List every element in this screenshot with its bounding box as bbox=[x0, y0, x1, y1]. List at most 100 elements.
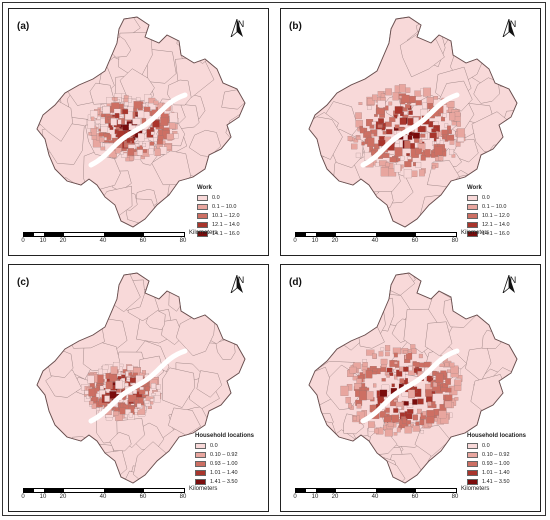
district-cell bbox=[151, 383, 157, 389]
legend-title: Work bbox=[467, 185, 482, 191]
scale-bar-segment bbox=[376, 489, 416, 492]
district-polygon bbox=[109, 431, 132, 452]
district-cell bbox=[132, 372, 138, 377]
district-polygon bbox=[188, 129, 221, 157]
legend-swatch bbox=[197, 212, 208, 219]
scale-tick-label: 80 bbox=[179, 494, 187, 500]
district-cell bbox=[106, 97, 114, 104]
district-cell bbox=[393, 432, 398, 436]
district-cell bbox=[169, 112, 178, 123]
district-cell bbox=[457, 137, 465, 142]
district-cell bbox=[450, 365, 459, 374]
district-cell bbox=[110, 118, 117, 126]
north-label: N bbox=[509, 275, 517, 285]
scale-bar-segment bbox=[104, 233, 144, 236]
district-cell bbox=[370, 150, 376, 155]
district-cell bbox=[366, 98, 375, 105]
panel-label: (c) bbox=[17, 277, 30, 288]
district-cell bbox=[434, 146, 443, 156]
district-polygon bbox=[309, 31, 330, 56]
legend-entry: 10.1 – 12.0 bbox=[482, 212, 510, 219]
legend-entry: 0.0 bbox=[212, 194, 220, 201]
district-cell bbox=[393, 408, 399, 413]
district-cell bbox=[112, 411, 119, 416]
district-cell bbox=[355, 112, 362, 120]
district-cell bbox=[436, 138, 441, 144]
district-cell bbox=[119, 407, 126, 415]
district-cell bbox=[444, 362, 450, 367]
district-cell bbox=[397, 406, 402, 410]
scale-tick-label: 10 bbox=[311, 494, 319, 500]
district-cell bbox=[86, 395, 90, 399]
district-cell bbox=[404, 161, 412, 168]
legend-entry: 0.1 – 10.0 bbox=[212, 203, 237, 210]
district-cell bbox=[403, 350, 408, 354]
district-cell bbox=[107, 116, 111, 120]
legend-entry: 1.41 – 3.50 bbox=[482, 478, 510, 485]
scale-bar-segments bbox=[295, 488, 457, 493]
district-polygon bbox=[221, 296, 245, 332]
district-cell bbox=[403, 401, 409, 406]
district-cell bbox=[356, 403, 362, 409]
legend-entry: 1.01 – 1.40 bbox=[482, 469, 510, 476]
scale-bar-segment bbox=[64, 489, 104, 492]
district-cell bbox=[393, 399, 398, 403]
district-polygon bbox=[309, 437, 348, 469]
district-polygon bbox=[324, 18, 356, 54]
district-cell bbox=[114, 113, 120, 119]
district-cell bbox=[100, 126, 109, 133]
district-polygon bbox=[309, 116, 343, 160]
district-cell bbox=[98, 368, 103, 375]
legend-entry: 0.10 – 0.92 bbox=[210, 451, 238, 458]
district-cell bbox=[151, 393, 156, 396]
district-polygon bbox=[424, 321, 453, 357]
legend-entry: 0.0 bbox=[210, 442, 218, 449]
district-cell bbox=[115, 380, 123, 389]
district-cell bbox=[396, 158, 401, 162]
legend-swatch bbox=[467, 469, 478, 476]
district-cell bbox=[423, 87, 432, 97]
scale-unit: Kilometers bbox=[189, 230, 218, 236]
region-border bbox=[308, 16, 518, 228]
district-cell bbox=[426, 375, 432, 382]
district-cell bbox=[402, 418, 407, 424]
scale-ticks: 0 10 20 40 60 80 bbox=[19, 494, 219, 502]
district-polygon bbox=[458, 279, 483, 305]
scale-tick-label: 0 bbox=[21, 238, 25, 244]
district-polygon bbox=[337, 190, 358, 214]
scale-bar-segment bbox=[24, 489, 34, 492]
legend-swatch bbox=[195, 442, 206, 449]
district-cell bbox=[371, 121, 377, 125]
district-cell bbox=[153, 137, 158, 142]
district-cell bbox=[380, 347, 385, 351]
district-cell bbox=[412, 425, 420, 432]
legend-swatch bbox=[197, 203, 208, 210]
district-cell bbox=[418, 353, 423, 359]
district-cell bbox=[139, 389, 146, 395]
district-cell bbox=[377, 124, 383, 128]
district-cell bbox=[365, 370, 373, 379]
district-cell bbox=[448, 129, 452, 135]
scale-bar-segment bbox=[144, 233, 184, 236]
district-cell bbox=[433, 95, 439, 100]
district-cell bbox=[129, 155, 135, 161]
district-cell bbox=[137, 133, 145, 142]
district-polygon bbox=[465, 346, 492, 382]
legend-title: Household locations bbox=[195, 433, 255, 439]
scale-tick-label: 40 bbox=[371, 494, 379, 500]
legend-entry: 12.1 – 14.0 bbox=[212, 221, 240, 228]
map-panel-c: (c) N Household locations 0.0 0.10 – 0.9… bbox=[8, 264, 269, 512]
district-polygon bbox=[68, 436, 97, 456]
district-cell bbox=[422, 411, 427, 416]
district-cell bbox=[367, 105, 372, 110]
scale-tick-label: 20 bbox=[331, 238, 339, 244]
district-polygon bbox=[176, 17, 226, 64]
scale-bar-segment bbox=[296, 489, 306, 492]
district-polygon bbox=[85, 453, 110, 479]
district-cell bbox=[393, 164, 401, 173]
district-cell bbox=[408, 389, 415, 399]
district-cell bbox=[444, 400, 452, 408]
district-cell bbox=[414, 90, 422, 97]
district-cell bbox=[395, 140, 400, 144]
district-cell bbox=[412, 361, 420, 367]
